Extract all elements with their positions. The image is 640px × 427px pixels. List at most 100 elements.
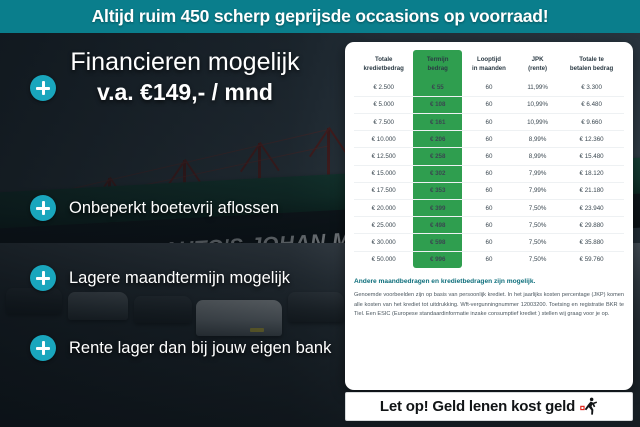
top-banner-text: Altijd ruim 450 scherp geprijsde occasio… [91, 6, 549, 26]
cell-totaalbedrag: € 9.660 [559, 113, 624, 132]
cell-looptijd: 60 [485, 256, 493, 264]
hero-bullet-label: Onbeperkt boetevrij aflossen [69, 198, 280, 217]
column-header-line1: Totale te [579, 56, 604, 63]
column-header-line2: betalen bedrag [569, 64, 614, 72]
cell-kredietbedrag: € 30.000 [354, 233, 414, 252]
hero-bullet-label: Rente lager dan bij jouw eigen bank [69, 338, 332, 357]
cell-jkp: 8,99% [515, 130, 560, 149]
table-row: € 2.500 € 55 60 11,99% € 3.300 [354, 79, 624, 97]
cell-termijnbedrag: € 258 [413, 147, 462, 166]
plus-icon [30, 265, 56, 291]
table-row: € 17.500 € 353 60 7,99% € 21.180 [354, 182, 624, 200]
hero-bullet-rente-lager-dan-bij-jouw-eigen-bank: Rente lager dan bij jouw eigen bank [30, 333, 345, 363]
column-header-line1: Termijn [426, 56, 449, 63]
cell-kredietbedrag: € 5.000 [354, 96, 414, 115]
cell-kredietbedrag: € 2.500 [354, 79, 414, 97]
table-row: € 50.000 € 996 60 7,50% € 59.760 [354, 251, 624, 268]
cell-looptijd: 60 [461, 182, 516, 200]
cell-looptijd: 60 [461, 216, 516, 235]
hero-bullet-label: Lagere maandtermijn mogelijk [69, 268, 291, 287]
plus-icon [30, 335, 56, 361]
cell-jkp: 7,50% [515, 199, 560, 218]
cell-looptijd: 60 [461, 79, 516, 97]
credit-warning-banner: Let op! Geld lenen kost geld [345, 392, 633, 421]
table-row: € 5.000 € 108 60 10,99% € 6.480 [354, 96, 624, 115]
cell-termijnbedrag: € 598 [413, 233, 462, 252]
cell-termijnbedrag: € 161 [413, 113, 462, 132]
cell-looptijd: 60 [461, 113, 516, 132]
column-header-line2: kredietbedrag [363, 64, 404, 72]
hero-copy-column: Financieren mogelijk v.a. €149,- / mnd O… [0, 33, 345, 427]
table-row: € 12.500 € 258 60 8,99% € 15.480 [354, 147, 624, 166]
cell-totaalbedrag: € 6.480 [559, 96, 624, 115]
cell-kredietbedrag: € 17.500 [354, 182, 414, 200]
cell-totaalbedrag: € 18.120 [559, 165, 624, 183]
cell-kredietbedrag: € 10.000 [354, 130, 414, 149]
cell-kredietbedrag: € 50.000 [371, 256, 396, 264]
disclaimer-body: Genoemde voorbeelden zijn op basis van p… [354, 291, 624, 318]
cell-termijnbedrag: € 206 [413, 130, 462, 149]
cell-jkp: 7,50% [515, 233, 560, 252]
table-row: € 20.000 € 399 60 7,50% € 23.940 [354, 199, 624, 218]
cell-termijnbedrag: € 353 [413, 182, 462, 200]
cell-looptijd: 60 [461, 147, 516, 166]
column-header-line2: in maanden [472, 64, 506, 72]
plus-icon [30, 195, 56, 221]
cell-totaalbedrag: € 3.300 [559, 79, 624, 97]
cell-totaalbedrag: € 21.180 [559, 182, 624, 200]
cell-kredietbedrag: € 25.000 [354, 216, 414, 235]
cell-looptijd: 60 [461, 199, 516, 218]
cell-termijnbedrag: € 498 [413, 216, 462, 235]
credit-warning-text: Let op! Geld lenen kost geld [379, 398, 576, 415]
column-header-line2: bedrag [427, 64, 448, 72]
credit-info-card: Totale kredietbedrag Termijn bedrag Loop… [345, 42, 633, 390]
table-header-row: Totale kredietbedrag Termijn bedrag Loop… [354, 50, 624, 80]
table-row: € 7.500 € 161 60 10,99% € 9.660 [354, 113, 624, 132]
cell-jkp: 7,99% [515, 182, 560, 200]
cell-kredietbedrag: € 12.500 [354, 147, 414, 166]
column-header-totale-te-betalen-bedrag: Totale te betalen bedrag [559, 50, 624, 80]
cell-jkp: 7,50% [515, 216, 560, 235]
column-header-line1: Totale [374, 56, 393, 63]
column-header-line1: JPK [531, 56, 544, 63]
cell-kredietbedrag: € 20.000 [354, 199, 414, 218]
cell-looptijd: 60 [461, 96, 516, 115]
column-header-totale-kredietbedrag: Totale kredietbedrag [354, 50, 413, 80]
cell-looptijd: 60 [461, 165, 516, 183]
cell-jkp: 11,99% [515, 79, 560, 97]
cell-kredietbedrag: € 7.500 [354, 113, 414, 132]
table-row: € 15.000 € 302 60 7,99% € 18.120 [354, 165, 624, 183]
disclaimer-title: Andere maandbedragen en kredietbedragen … [354, 277, 536, 285]
cell-termijnbedrag: € 108 [413, 96, 462, 115]
top-banner: Altijd ruim 450 scherp geprijsde occasio… [0, 0, 640, 33]
cell-totaalbedrag: € 12.360 [559, 130, 624, 149]
cell-jkp: 10,99% [515, 96, 560, 115]
column-header-line2: (rente) [528, 64, 548, 72]
cell-totaalbedrag: € 35.880 [559, 233, 624, 252]
credit-table: Totale kredietbedrag Termijn bedrag Loop… [354, 50, 624, 268]
cell-totaalbedrag: € 59.760 [579, 256, 604, 264]
cell-jkp: 10,99% [515, 113, 560, 132]
column-header-line1: Looptijd [476, 56, 501, 63]
table-row: € 10.000 € 206 60 8,99% € 12.360 [354, 130, 624, 149]
cell-termijnbedrag: € 996 [413, 251, 462, 268]
cell-termijnbedrag: € 55 [413, 79, 462, 97]
plus-icon [30, 75, 56, 101]
hero-bullet-onbeperkt-boetevrij-aflossen: Onbeperkt boetevrij aflossen [30, 193, 345, 223]
column-header-termijn-bedrag: Termijn bedrag [413, 50, 462, 80]
cell-looptijd: 60 [461, 130, 516, 149]
table-row: € 25.000 € 498 60 7,50% € 29.880 [354, 216, 624, 235]
hero-headline-line2: v.a. €149,- / mnd [97, 79, 273, 105]
cell-looptijd: 60 [461, 233, 516, 252]
hero-headline-line1: Financieren mogelijk [70, 48, 300, 76]
running-man-icon [580, 397, 598, 416]
cell-totaalbedrag: € 23.940 [559, 199, 624, 218]
cell-jkp: 7,50% [528, 256, 547, 264]
cell-totaalbedrag: € 15.480 [559, 147, 624, 166]
credit-table-body: € 2.500 € 55 60 11,99% € 3.300 € 5.000 € 108 6… [354, 79, 624, 268]
hero-headline: Financieren mogelijk v.a. €149,- / mnd [30, 48, 340, 106]
cell-termijnbedrag: € 302 [413, 165, 462, 183]
hero-bullet-lagere-maandtermijn-mogelijk: Lagere maandtermijn mogelijk [30, 263, 345, 293]
column-header-looptijd-in-maanden: Looptijd in maanden [462, 50, 516, 80]
cell-jkp: 8,99% [515, 147, 560, 166]
